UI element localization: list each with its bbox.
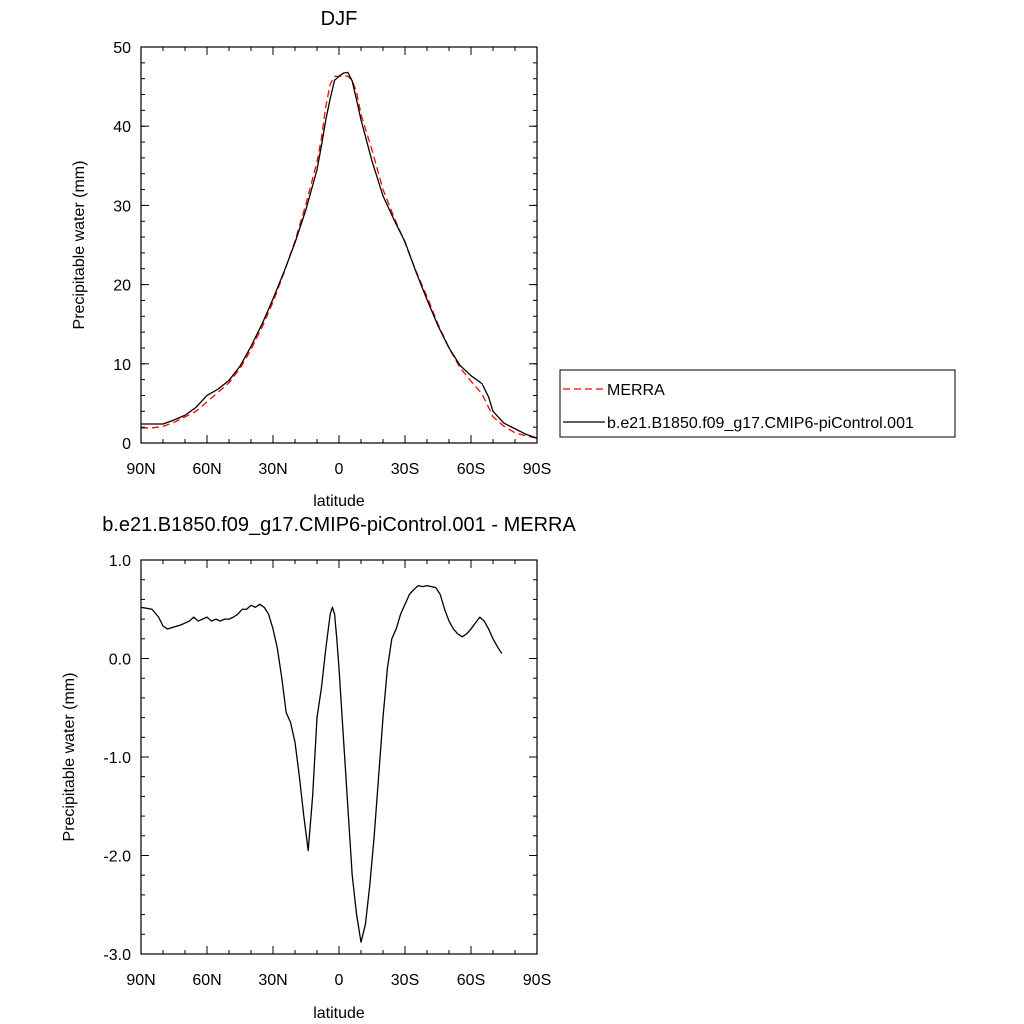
y-tick-label: 10 bbox=[113, 357, 131, 374]
series-line-1 bbox=[141, 71, 537, 439]
panel-difference: b.e21.B1850.f09_g17.CMIP6-piControl.001 … bbox=[61, 514, 576, 1022]
y-tick-label: 0.0 bbox=[109, 652, 131, 669]
x-tick-label: 30N bbox=[258, 461, 287, 478]
x-tick-label: 90N bbox=[126, 461, 155, 478]
series-line-0 bbox=[141, 74, 537, 439]
x-tick-label: 60S bbox=[457, 461, 485, 478]
x-tick-label: 30N bbox=[258, 972, 287, 989]
plot-frame bbox=[140, 46, 538, 444]
chart-title: DJF bbox=[321, 8, 358, 30]
y-axis-label: Precipitable water (mm) bbox=[71, 161, 88, 330]
y-tick-label: 0 bbox=[122, 436, 131, 453]
y-tick-label: -2.0 bbox=[103, 849, 131, 866]
x-tick-label: 90N bbox=[126, 972, 155, 989]
x-tick-label: 0 bbox=[335, 972, 344, 989]
y-tick-label: 40 bbox=[113, 119, 131, 136]
y-tick-label: 30 bbox=[113, 198, 131, 215]
x-tick-label: 0 bbox=[335, 461, 344, 478]
legend-entry: b.e21.B1850.f09_g17.CMIP6-piControl.001 bbox=[607, 415, 914, 432]
x-tick-label: 90S bbox=[523, 461, 551, 478]
x-tick-label: 60S bbox=[457, 972, 485, 989]
y-tick-label: -3.0 bbox=[103, 947, 131, 964]
series-line-0 bbox=[141, 584, 503, 943]
panel-top: DJF 90N 60N 30N 0 30S 60S 90S 0 10 20 30 40 50 latitud… bbox=[71, 8, 551, 510]
legend-box bbox=[559, 369, 956, 438]
x-tick-label: 30S bbox=[391, 461, 419, 478]
y-tick-label: 20 bbox=[113, 278, 131, 295]
y-tick-label: 50 bbox=[113, 40, 131, 57]
x-tick-label: 30S bbox=[391, 972, 419, 989]
x-axis-label: latitude bbox=[313, 493, 365, 510]
x-tick-label: 90S bbox=[523, 972, 551, 989]
legend: MERRA b.e21.B1850.f09_g17.CMIP6-piControl… bbox=[559, 369, 956, 438]
y-axis-label: Precipitable water (mm) bbox=[61, 673, 78, 842]
x-axis-label: latitude bbox=[313, 1005, 365, 1022]
legend-entry: MERRA bbox=[607, 382, 665, 399]
y-tick-label: -1.0 bbox=[103, 750, 131, 767]
x-tick-label: 60N bbox=[192, 972, 221, 989]
chart-title: b.e21.B1850.f09_g17.CMIP6-piControl.001 … bbox=[102, 514, 576, 536]
y-tick-label: 1.0 bbox=[109, 553, 131, 570]
x-tick-label: 60N bbox=[192, 461, 221, 478]
